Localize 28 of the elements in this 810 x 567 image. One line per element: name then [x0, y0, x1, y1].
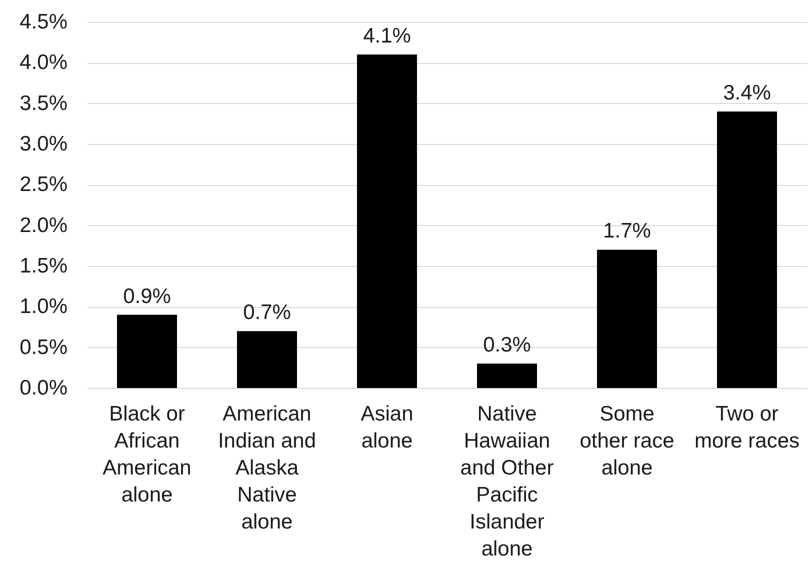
data-label: 0.7% [243, 301, 291, 324]
y-tick-label: 0.0% [20, 376, 68, 400]
y-tick-label: 3.5% [20, 92, 68, 115]
data-label: 3.4% [723, 81, 771, 104]
bar [477, 364, 537, 388]
x-tick-label: American Indian and Alaska Native alone [218, 402, 316, 534]
x-tick-label: Asian alone [360, 402, 414, 452]
y-tick-label: 0.5% [20, 336, 68, 359]
x-tick-label: Native Hawaiian and Other Pacific Islander alone [460, 402, 554, 560]
data-label: 0.9% [123, 284, 171, 308]
y-tick-label: 1.0% [20, 295, 68, 318]
bar [237, 331, 297, 388]
data-label: 4.1% [363, 24, 411, 48]
x-tick-label: Some other race alone [580, 402, 674, 480]
bar [597, 250, 657, 388]
bar [357, 54, 417, 388]
bar [717, 111, 777, 388]
y-tick-label: 4.0% [20, 51, 68, 74]
y-tick-label: 3.0% [20, 132, 68, 156]
data-label: 0.3% [483, 334, 531, 357]
y-tick-label: 4.5% [20, 10, 68, 34]
bar [117, 314, 177, 388]
x-tick-label: Two or more races [694, 402, 800, 452]
x-tick-label: Black or African American alone [102, 402, 192, 506]
y-tick-label: 2.0% [20, 214, 68, 237]
y-tick-label: 1.5% [20, 254, 68, 278]
y-tick-label: 2.5% [20, 173, 68, 196]
data-label: 1.7% [603, 220, 651, 243]
